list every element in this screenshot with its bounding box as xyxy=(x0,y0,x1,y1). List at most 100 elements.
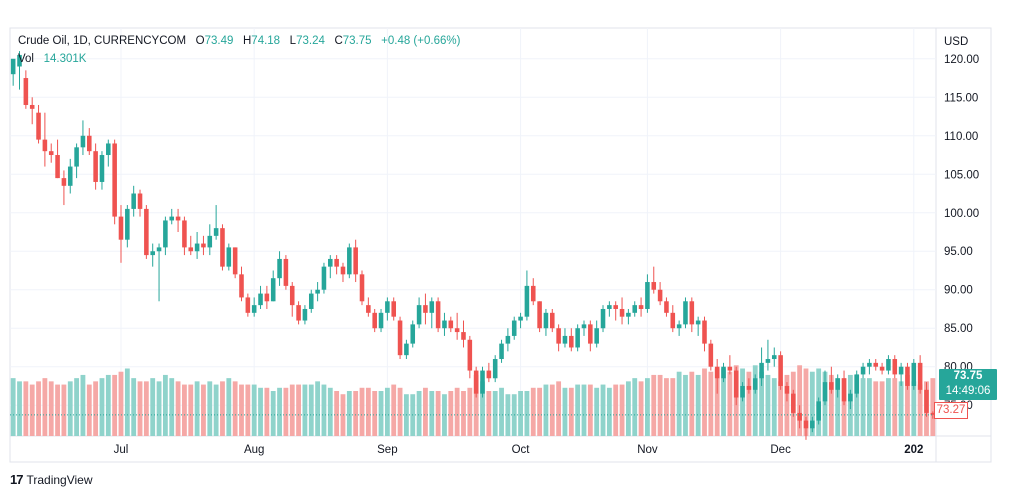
volume-bar xyxy=(194,381,200,436)
price-tick-label: 90.00 xyxy=(944,285,973,297)
volume-bar xyxy=(461,391,466,436)
volume-bar xyxy=(771,378,777,436)
candle-body xyxy=(822,382,828,402)
candle-body xyxy=(867,362,872,367)
candle-body xyxy=(556,328,561,344)
volume-bar xyxy=(746,371,752,436)
volume-bar xyxy=(378,391,384,436)
candle-body xyxy=(328,258,333,267)
candle-body xyxy=(308,293,314,309)
volume-legend: Vol 14.301K xyxy=(18,53,86,65)
candle-body xyxy=(397,320,403,356)
volume-bar xyxy=(600,384,606,436)
time-tick-label: Jul xyxy=(114,444,129,456)
price-tick-label: 85.00 xyxy=(944,323,973,335)
volume-bar xyxy=(778,381,784,436)
candle-body xyxy=(549,312,555,329)
candle-body xyxy=(905,366,910,386)
volume-bar xyxy=(454,387,460,436)
candle-body xyxy=(873,362,879,367)
volume-bar xyxy=(258,387,263,436)
volume-bar xyxy=(537,387,543,436)
volume-bar xyxy=(473,374,479,436)
volume-bar xyxy=(384,387,390,436)
candle-body xyxy=(156,247,162,252)
candle-body xyxy=(220,228,225,267)
volume-bar xyxy=(708,371,714,436)
candle-body xyxy=(201,243,206,248)
volume-bar xyxy=(587,384,593,436)
volume-bar xyxy=(182,384,187,436)
volume-bar xyxy=(898,381,904,436)
candle-body xyxy=(492,359,498,379)
candle-body xyxy=(106,143,111,156)
volume-bar xyxy=(803,368,809,436)
candle-body xyxy=(810,420,815,429)
volume-bar xyxy=(213,384,219,436)
candle-body xyxy=(841,378,847,402)
candle-body xyxy=(702,320,707,344)
volume-bar xyxy=(886,378,891,436)
volume-label: Vol xyxy=(18,53,34,65)
volume-bar xyxy=(727,371,733,436)
volume-bar xyxy=(226,378,232,436)
open-value: 73.49 xyxy=(204,35,234,47)
volume-bar xyxy=(721,368,726,436)
candle-body xyxy=(372,312,377,329)
volume-bar xyxy=(429,391,435,436)
candle-body xyxy=(67,166,73,186)
candle-body xyxy=(575,328,580,348)
candle-body xyxy=(245,297,251,313)
candle-body xyxy=(461,332,466,340)
volume-bar xyxy=(486,391,492,436)
candle-body xyxy=(353,247,358,275)
candle-body xyxy=(803,420,809,429)
chart-frame xyxy=(9,27,992,463)
candle-body xyxy=(714,366,720,379)
high-value: 74.18 xyxy=(251,35,281,47)
price-tick-label: 110.00 xyxy=(944,131,978,143)
time-tick-label: Dec xyxy=(770,444,791,456)
high-label: H xyxy=(242,35,252,47)
candle-body xyxy=(296,305,301,321)
candle-body xyxy=(23,78,29,105)
volume-bar xyxy=(809,371,815,436)
candle-body xyxy=(232,247,238,275)
volume-bar xyxy=(283,387,289,436)
prev-price-tag: 73.27 xyxy=(934,402,968,419)
candle-body xyxy=(664,301,669,313)
candle-body xyxy=(645,282,650,309)
candle-body xyxy=(480,370,485,394)
volume-bar xyxy=(854,374,860,436)
volume-bar xyxy=(448,391,454,436)
candle-body xyxy=(733,370,739,398)
candle-body xyxy=(289,285,295,306)
volume-bar xyxy=(188,384,194,436)
candle-body xyxy=(93,151,98,182)
volume-bar xyxy=(619,384,625,436)
volume-bar xyxy=(321,384,327,436)
candle-body xyxy=(416,305,422,325)
tradingview-logo[interactable]: 17 TradingView xyxy=(10,472,93,487)
candle-body xyxy=(530,285,536,302)
volume-bar xyxy=(689,371,695,436)
volume-bar xyxy=(10,378,16,436)
volume-bar xyxy=(239,384,244,436)
volume-bar xyxy=(131,378,137,436)
volume-bar xyxy=(93,381,99,436)
candle-body xyxy=(125,208,130,240)
volume-bar xyxy=(581,384,587,436)
candle-body xyxy=(391,301,397,317)
volume-bar xyxy=(879,381,885,436)
volume-bar xyxy=(518,391,523,436)
candle-body xyxy=(727,366,733,371)
volume-bar xyxy=(651,374,657,436)
candle-body xyxy=(892,359,898,375)
candle-body xyxy=(194,243,200,252)
volume-bar xyxy=(917,384,923,436)
volume-bar xyxy=(55,384,60,436)
candle-body xyxy=(911,362,917,386)
candle-body xyxy=(771,355,777,360)
volume-bar xyxy=(156,381,162,436)
